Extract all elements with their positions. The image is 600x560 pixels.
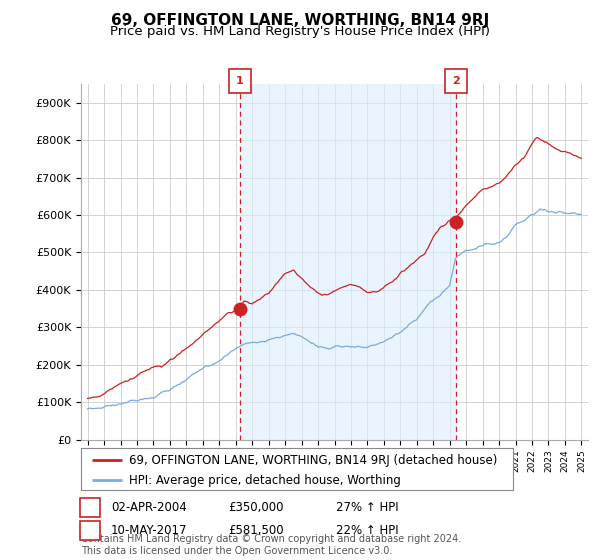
Text: 1: 1 [86,501,94,514]
Text: 2: 2 [86,524,94,538]
Text: 69, OFFINGTON LANE, WORTHING, BN14 9RJ: 69, OFFINGTON LANE, WORTHING, BN14 9RJ [111,13,489,28]
Text: 10-MAY-2017: 10-MAY-2017 [111,524,187,538]
Text: 27% ↑ HPI: 27% ↑ HPI [336,501,398,514]
Text: 1: 1 [236,76,244,86]
Text: Contains HM Land Registry data © Crown copyright and database right 2024.
This d: Contains HM Land Registry data © Crown c… [81,534,461,556]
Text: HPI: Average price, detached house, Worthing: HPI: Average price, detached house, Wort… [128,474,400,487]
Text: 69, OFFINGTON LANE, WORTHING, BN14 9RJ (detached house): 69, OFFINGTON LANE, WORTHING, BN14 9RJ (… [128,454,497,467]
Text: £581,500: £581,500 [228,524,284,538]
Text: £350,000: £350,000 [228,501,284,514]
Text: Price paid vs. HM Land Registry's House Price Index (HPI): Price paid vs. HM Land Registry's House … [110,25,490,38]
Text: 02-APR-2004: 02-APR-2004 [111,501,187,514]
Text: 2: 2 [452,76,460,86]
Text: 22% ↑ HPI: 22% ↑ HPI [336,524,398,538]
